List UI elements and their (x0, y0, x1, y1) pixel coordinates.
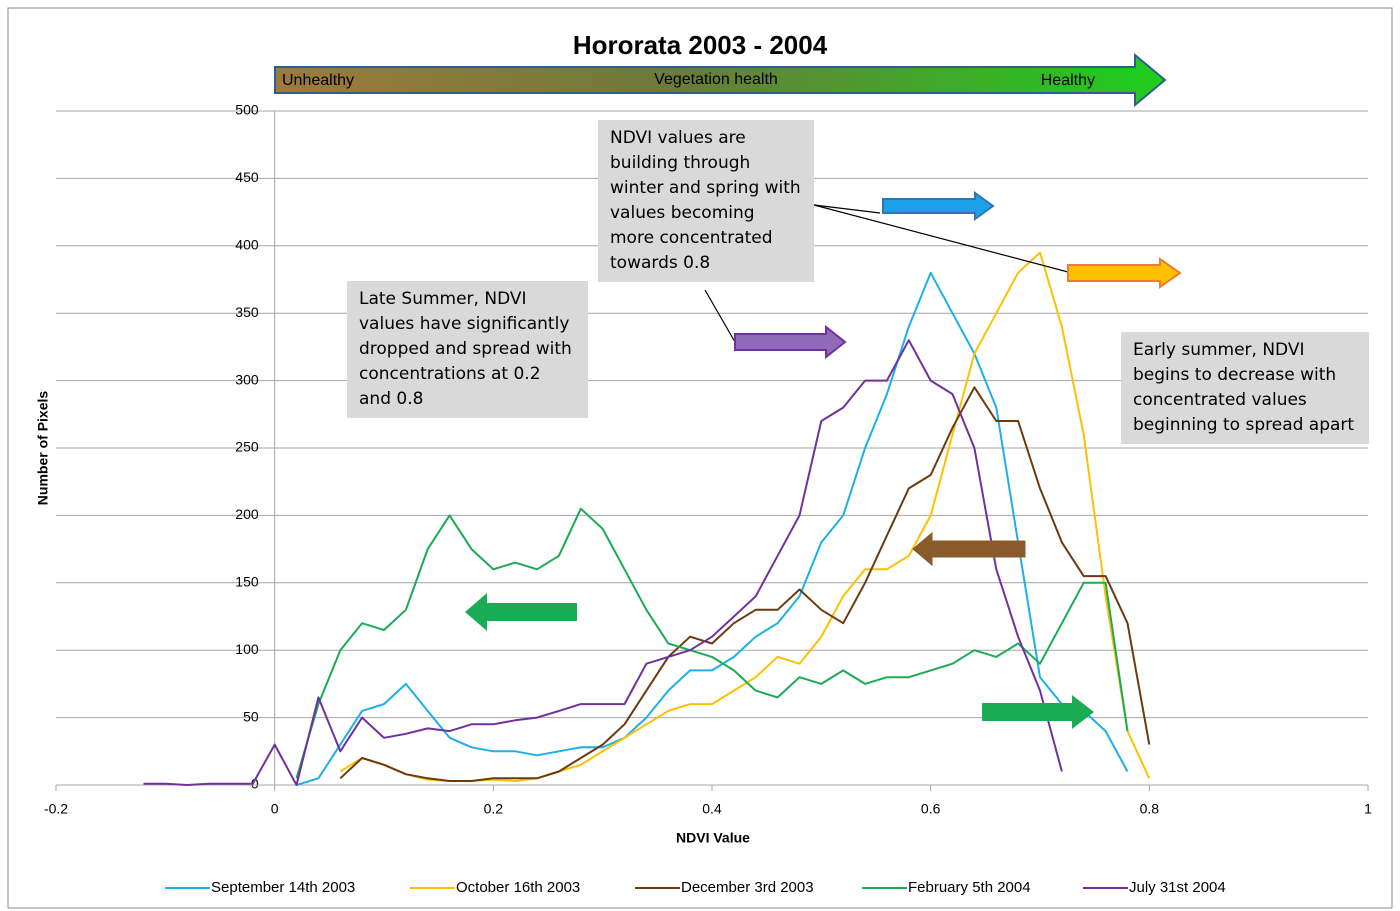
legend-label: July 31st 2004 (1129, 879, 1226, 896)
legend-label: December 3rd 2003 (681, 879, 814, 896)
y-tick-label: 300 (235, 371, 259, 387)
arrow (1067, 257, 1182, 289)
series-line (143, 339, 1063, 786)
x-tick-label: 0.4 (702, 801, 722, 817)
x-tick-label: 0 (271, 801, 279, 817)
y-tick-label: 50 (243, 708, 259, 724)
y-tick-label: 500 (235, 102, 259, 118)
y-tick-label: 0 (251, 776, 259, 792)
callout-line (704, 289, 736, 343)
callout-line (813, 204, 1069, 273)
legend-label: September 14th 2003 (211, 879, 355, 896)
x-tick-label: 0.8 (1140, 801, 1160, 817)
x-axis-label: NDVI Value (676, 830, 750, 846)
annotation-arrows (465, 191, 1182, 729)
health-middle: Vegetation health (654, 71, 778, 88)
y-tick-label: 400 (235, 237, 259, 253)
y-tick-label: 100 (235, 641, 259, 657)
x-tick-label: 1 (1364, 801, 1372, 817)
series-line (296, 271, 1129, 786)
arrow (465, 593, 577, 631)
callout-line (813, 204, 881, 214)
y-tick-label: 150 (235, 574, 259, 590)
arrow (982, 695, 1094, 729)
x-tick-label: 0.2 (484, 801, 504, 817)
legend-label: October 16th 2003 (456, 879, 580, 896)
annotation: NDVI values are building through winter … (598, 120, 814, 282)
y-axis-label: Number of Pixels (35, 391, 51, 506)
series-line (339, 386, 1151, 782)
series-line (295, 507, 1129, 779)
arrow (882, 191, 995, 221)
y-tick-label: 250 (235, 439, 259, 455)
arrow (734, 324, 847, 360)
x-tick-label: -0.2 (44, 801, 68, 817)
arrow (912, 531, 1026, 567)
y-tick-label: 200 (235, 506, 259, 522)
health-arrow (274, 52, 1167, 108)
y-tick-label: 350 (235, 304, 259, 320)
health-left: Unhealthy (282, 72, 354, 89)
legend-label: February 5th 2004 (908, 879, 1031, 896)
y-tick-label: 450 (235, 169, 259, 185)
x-tick-label: 0.6 (921, 801, 941, 817)
chart-title: Hororata 2003 - 2004 (573, 30, 828, 60)
health-right: Healthy (1041, 72, 1095, 89)
annotation: Late Summer, NDVI values have significan… (347, 281, 588, 418)
annotation: Early summer, NDVI begins to decrease wi… (1121, 332, 1369, 444)
